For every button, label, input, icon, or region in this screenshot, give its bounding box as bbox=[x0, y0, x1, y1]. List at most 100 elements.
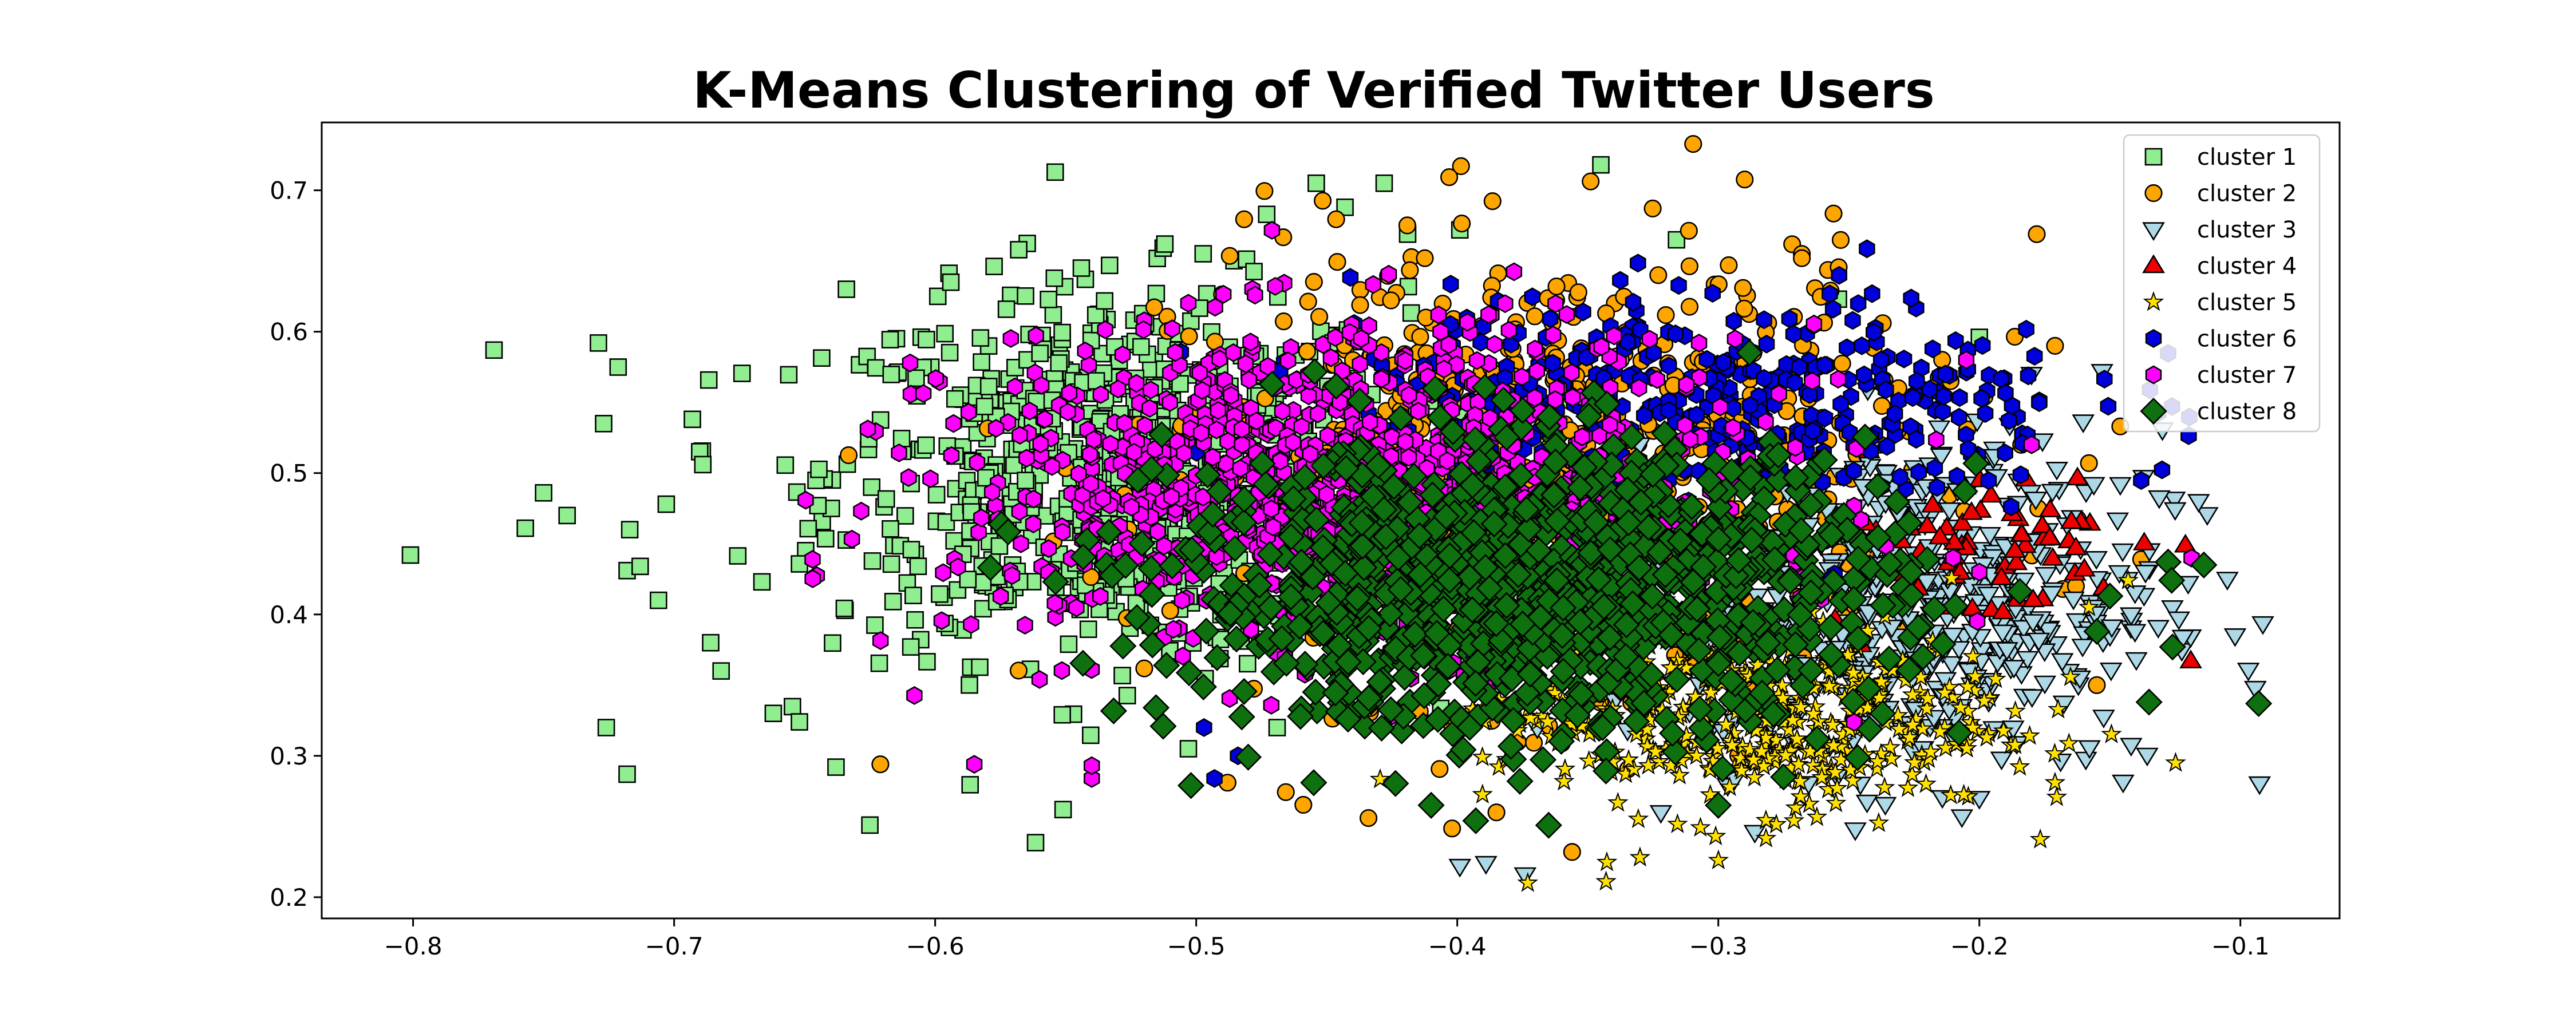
data-point bbox=[1915, 773, 1937, 793]
data-point bbox=[1823, 735, 1844, 755]
data-point bbox=[1497, 732, 1524, 760]
data-point bbox=[1148, 421, 1175, 449]
data-point bbox=[729, 547, 747, 565]
data-point bbox=[1109, 632, 1137, 660]
data-point bbox=[1878, 437, 1895, 456]
data-point bbox=[859, 419, 876, 439]
data-point bbox=[1368, 714, 1396, 742]
data-point bbox=[1132, 338, 1150, 356]
data-point bbox=[2171, 629, 2195, 649]
data-point bbox=[2080, 454, 2098, 473]
data-point bbox=[1667, 324, 1684, 343]
data-point bbox=[1855, 794, 1879, 814]
data-point bbox=[1619, 332, 1636, 351]
data-point bbox=[1574, 427, 1590, 446]
data-point bbox=[2034, 566, 2057, 586]
data-point bbox=[1606, 326, 1622, 346]
data-point bbox=[1751, 740, 1772, 761]
data-point bbox=[1649, 266, 1668, 284]
data-point bbox=[2133, 471, 2150, 490]
data-point bbox=[1844, 744, 1871, 771]
data-point bbox=[1965, 665, 1986, 686]
data-point bbox=[1898, 581, 1925, 609]
data-point bbox=[1904, 751, 1925, 772]
data-point bbox=[1138, 581, 1165, 608]
data-point bbox=[1680, 568, 1707, 596]
data-point bbox=[1657, 306, 1675, 324]
data-point bbox=[1951, 388, 1968, 407]
data-point bbox=[535, 484, 552, 502]
data-point bbox=[884, 593, 902, 611]
data-point bbox=[1720, 256, 1738, 275]
data-point bbox=[1563, 363, 1580, 382]
data-point bbox=[1958, 350, 1975, 370]
data-point bbox=[1790, 786, 1811, 806]
data-point bbox=[1401, 620, 1429, 648]
data-point bbox=[1874, 797, 1897, 816]
series-cluster-8 bbox=[977, 339, 2273, 839]
data-point bbox=[1956, 738, 1978, 758]
data-point bbox=[1526, 388, 1543, 407]
data-point bbox=[1856, 715, 1883, 743]
data-point bbox=[824, 634, 841, 652]
data-point bbox=[1194, 245, 1212, 263]
data-point bbox=[1775, 744, 1796, 765]
data-point bbox=[907, 369, 925, 387]
data-point bbox=[2048, 698, 2069, 719]
data-point bbox=[1042, 568, 1069, 596]
data-point bbox=[1196, 518, 1223, 546]
data-point bbox=[1263, 220, 1281, 240]
data-point bbox=[1950, 809, 1974, 829]
data-point bbox=[1274, 402, 1291, 421]
data-point bbox=[1314, 192, 1332, 210]
data-point bbox=[700, 371, 718, 389]
data-point bbox=[1844, 625, 1872, 653]
data-point bbox=[1018, 449, 1035, 468]
data-point bbox=[1050, 354, 1068, 372]
data-point bbox=[1431, 760, 1449, 778]
data-point bbox=[2154, 460, 2171, 480]
data-point bbox=[863, 478, 880, 496]
data-point bbox=[1267, 276, 1283, 296]
data-point bbox=[2021, 614, 2045, 633]
data-point bbox=[1248, 411, 1265, 431]
data-point bbox=[1215, 284, 1232, 304]
data-point bbox=[1101, 256, 1119, 275]
data-point bbox=[2119, 607, 2143, 627]
data-point bbox=[1680, 257, 1698, 275]
data-point bbox=[1176, 443, 1192, 463]
data-point bbox=[1125, 442, 1143, 462]
data-point bbox=[1806, 806, 1828, 826]
data-point bbox=[1287, 703, 1314, 730]
data-point bbox=[1899, 726, 1921, 747]
data-point bbox=[1272, 451, 1289, 471]
scatter-points bbox=[401, 135, 2274, 892]
data-point bbox=[2101, 723, 2122, 744]
data-point bbox=[1867, 750, 1888, 771]
data-point bbox=[1977, 587, 2000, 606]
data-point bbox=[1589, 714, 1617, 742]
data-point bbox=[1596, 851, 1618, 871]
data-point bbox=[558, 506, 576, 525]
data-point bbox=[1318, 485, 1335, 504]
data-point bbox=[1268, 719, 1286, 736]
data-point bbox=[1969, 612, 1986, 631]
data-point bbox=[1934, 682, 1955, 702]
data-point bbox=[2085, 550, 2108, 570]
data-point bbox=[1564, 388, 1581, 407]
data-point bbox=[1153, 652, 1180, 679]
data-point bbox=[1960, 501, 1983, 520]
data-point bbox=[902, 353, 919, 373]
data-point bbox=[966, 755, 983, 774]
data-point bbox=[2147, 620, 2170, 639]
data-point bbox=[1509, 397, 1536, 424]
data-point bbox=[657, 495, 675, 513]
data-point bbox=[1686, 744, 1707, 765]
data-point bbox=[1486, 335, 1503, 354]
data-point bbox=[971, 658, 989, 676]
data-point bbox=[915, 384, 932, 403]
data-point bbox=[1825, 792, 1847, 813]
data-point bbox=[1258, 370, 1286, 398]
data-point bbox=[1903, 288, 1919, 308]
data-point bbox=[1962, 645, 1984, 666]
